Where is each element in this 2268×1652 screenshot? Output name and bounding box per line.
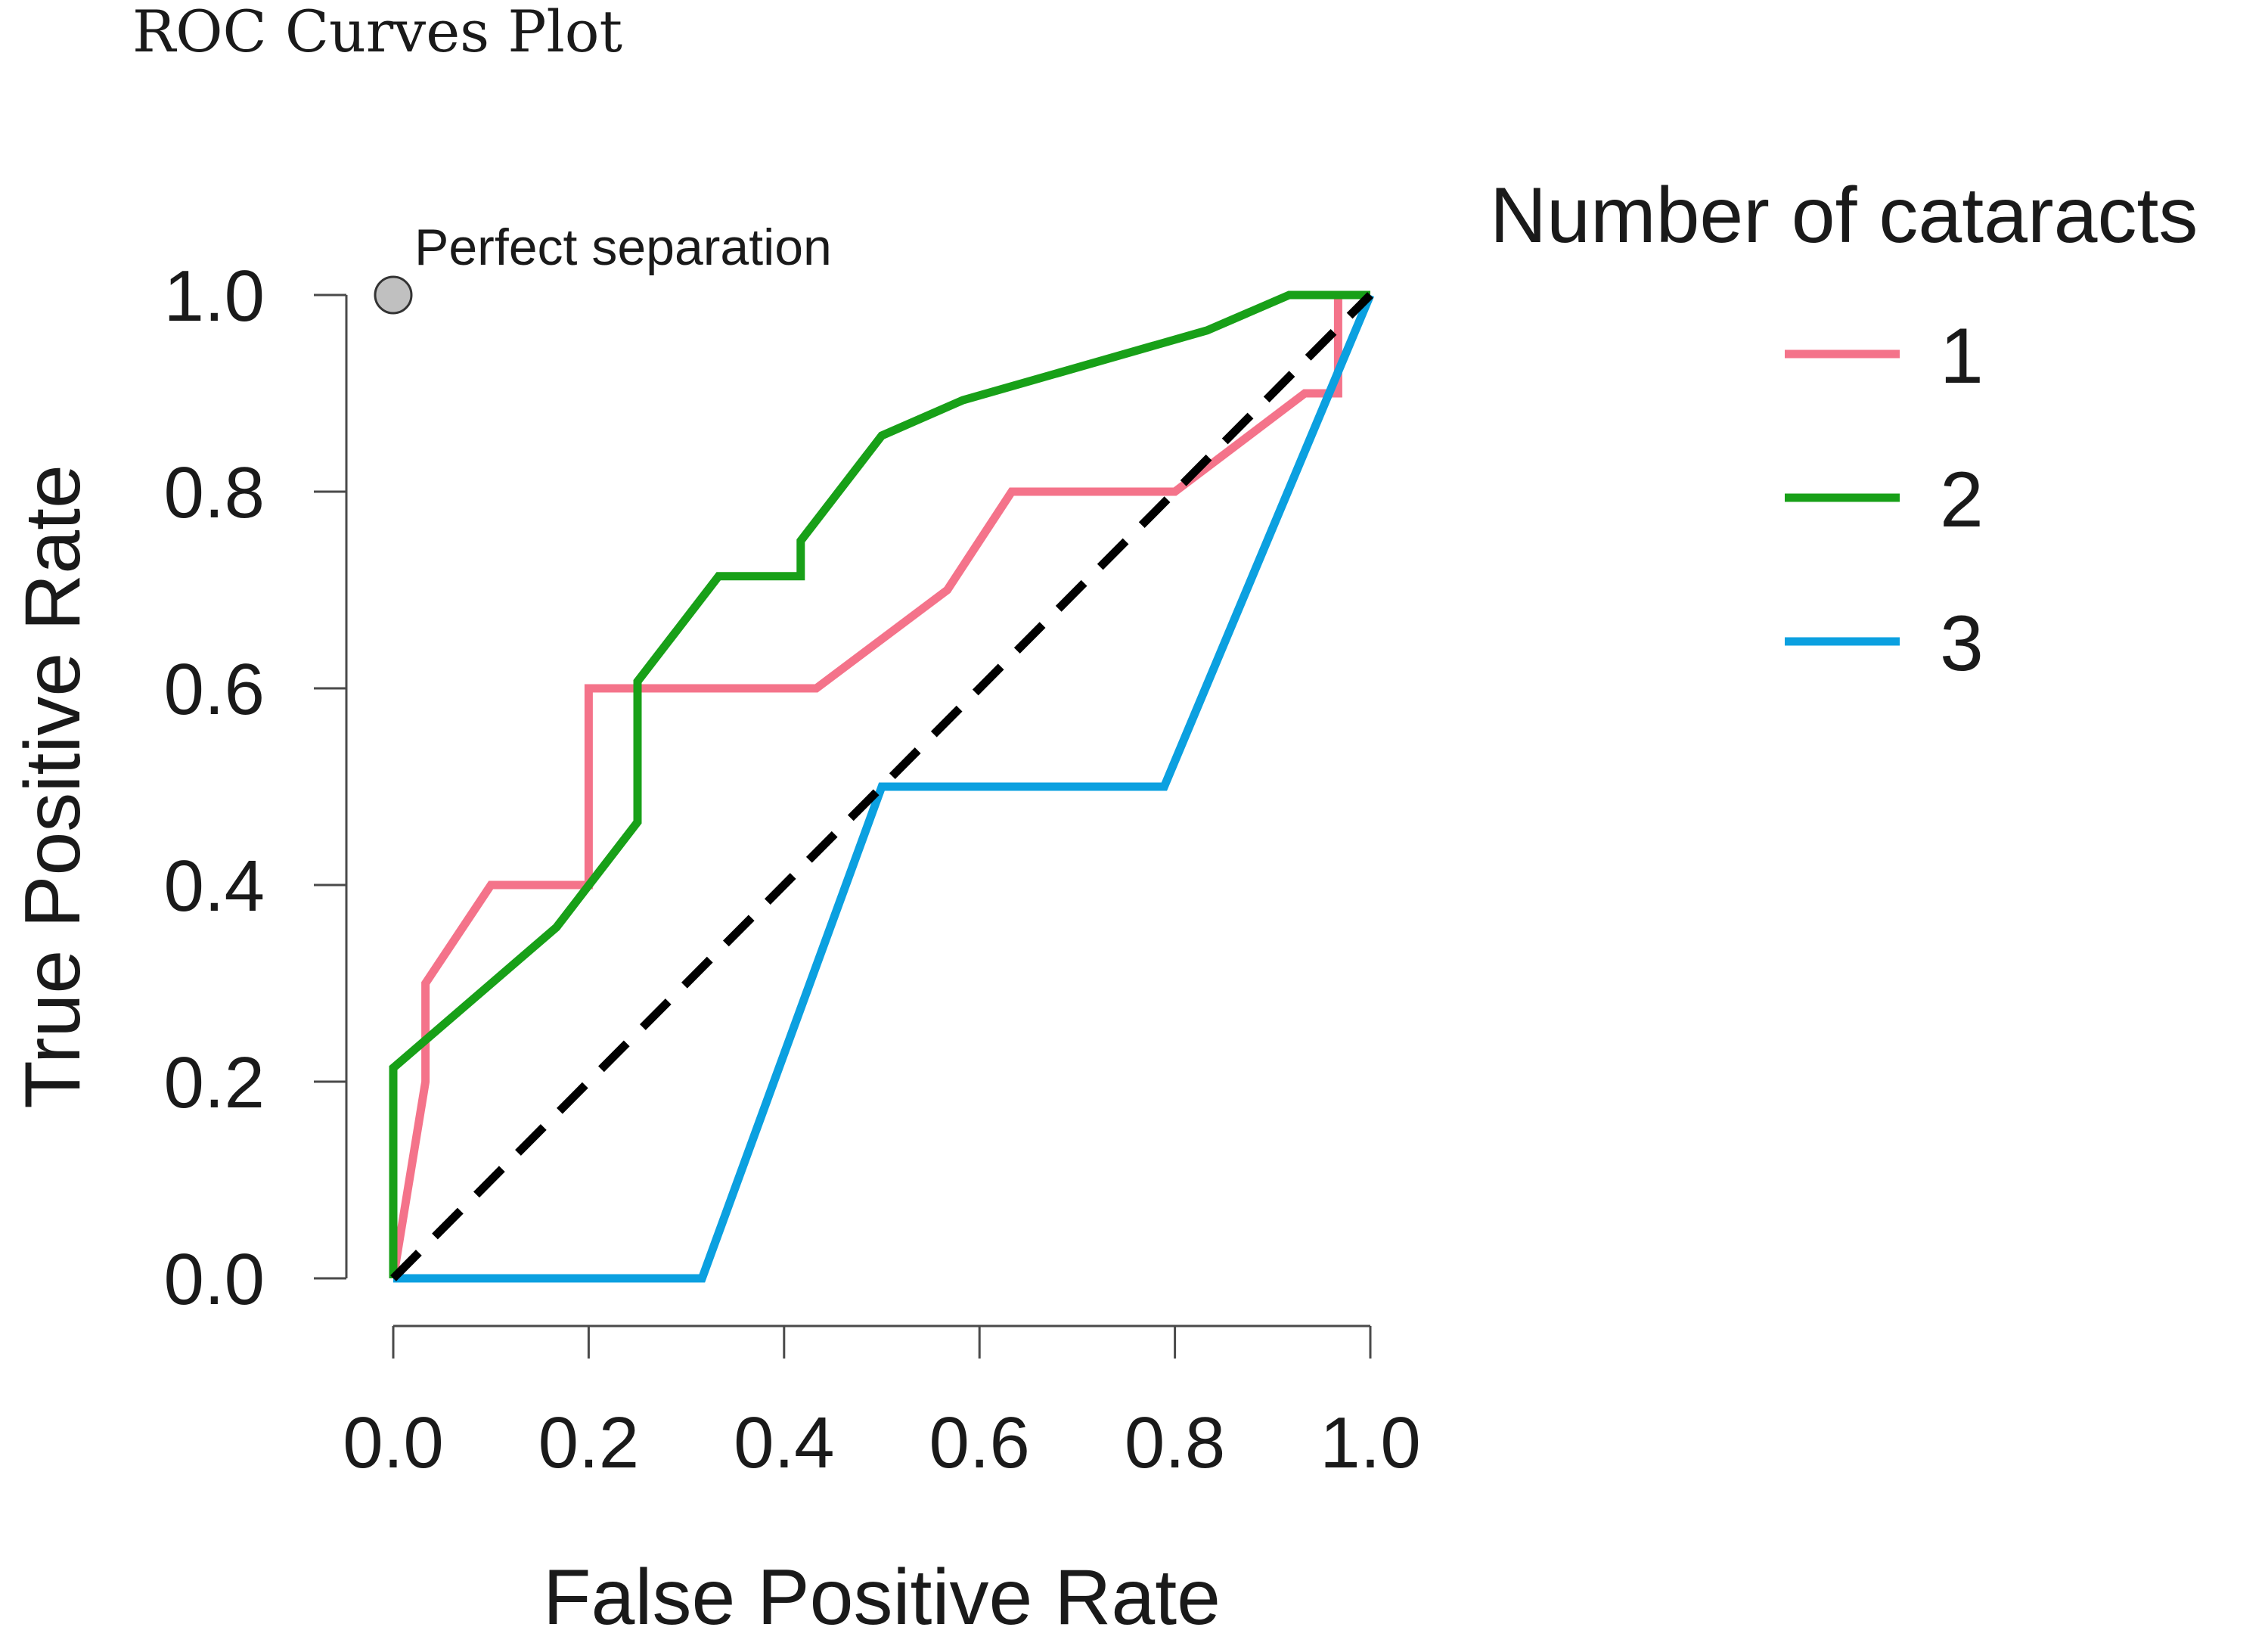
legend-label-3: 3 <box>1940 600 1984 688</box>
axes <box>345 295 1370 1328</box>
x-tick-label: 1.0 <box>1320 1402 1420 1483</box>
chart-title: ROC Curves Plot <box>132 0 622 65</box>
perfect-separation-label: Perfect separation <box>414 219 832 276</box>
x-tick-label: 0.6 <box>929 1402 1029 1483</box>
plot-lines <box>389 290 1375 1283</box>
x-ticks: 0.0 0.2 0.4 0.6 0.8 1.0 <box>343 1326 1421 1483</box>
legend-title: Number of cataracts <box>1490 172 2198 259</box>
perfect-separation-marker <box>374 275 413 315</box>
x-axis-label: False Positive Rate <box>543 1554 1221 1641</box>
y-axis-label: True Positive Rate <box>9 464 97 1109</box>
y-tick-label: 1.0 <box>164 256 265 337</box>
y-ticks: 0.0 0.2 0.4 0.6 0.8 1.0 <box>164 256 346 1320</box>
legend-label-1: 1 <box>1940 312 1984 400</box>
series-line-2 <box>389 290 1370 1278</box>
x-tick-label: 0.4 <box>734 1402 834 1483</box>
reference-diagonal-line <box>390 292 1373 1281</box>
y-tick-label: 0.8 <box>164 452 265 533</box>
x-tick-label: 0.8 <box>1125 1402 1225 1483</box>
series-line-3 <box>393 293 1375 1283</box>
legend-label-2: 2 <box>1940 456 1984 544</box>
annotation: Perfect separation <box>374 219 832 315</box>
x-tick-label: 0.2 <box>538 1402 639 1483</box>
y-tick-label: 0.6 <box>164 649 265 730</box>
y-tick-label: 0.0 <box>164 1239 265 1320</box>
x-tick-label: 0.0 <box>343 1402 443 1483</box>
legend: Number of cataracts 1 2 3 <box>1490 172 2198 688</box>
series-line-1 <box>389 295 1342 1279</box>
y-tick-label: 0.4 <box>164 846 265 927</box>
y-tick-label: 0.2 <box>164 1042 265 1123</box>
